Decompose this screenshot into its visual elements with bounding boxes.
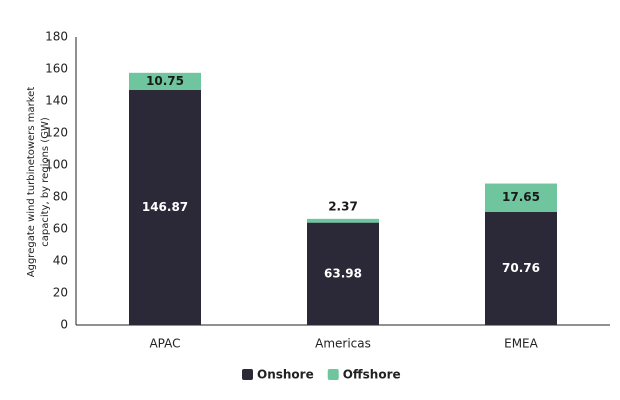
legend-label: Onshore bbox=[257, 368, 314, 382]
x-tick-label: Americas bbox=[315, 337, 371, 351]
bar-segment bbox=[485, 183, 557, 212]
y-tick-label: 40 bbox=[53, 254, 68, 268]
y-axis-title: Aggregate wind turbinetowers market capa… bbox=[26, 87, 51, 278]
y-tick-label: 100 bbox=[45, 158, 68, 172]
y-tick-label: 180 bbox=[45, 30, 68, 44]
y-tick-label: 120 bbox=[45, 126, 68, 140]
y-tick-label: 20 bbox=[53, 286, 68, 300]
y-tick-label: 80 bbox=[53, 190, 68, 204]
y-tick-label: 140 bbox=[45, 94, 68, 108]
x-tick-label: EMEA bbox=[504, 337, 539, 351]
y-axis-title-line: capacity, by regions (GW) bbox=[40, 117, 51, 247]
y-tick-label: 60 bbox=[53, 222, 68, 236]
y-axis-title-line: Aggregate wind turbinetowers market bbox=[26, 87, 37, 278]
data-label: 10.75 bbox=[146, 74, 184, 88]
bar-segment bbox=[129, 90, 201, 326]
bar-segment bbox=[485, 211, 557, 325]
bar-segment bbox=[129, 72, 201, 91]
y-tick-label: 0 bbox=[60, 318, 68, 332]
legend-label: Offshore bbox=[343, 368, 401, 382]
data-label: 17.65 bbox=[502, 190, 540, 204]
x-tick-label: APAC bbox=[149, 337, 180, 351]
data-label: 146.87 bbox=[142, 200, 188, 214]
data-label: 2.37 bbox=[328, 199, 358, 213]
legend-swatch bbox=[242, 369, 253, 380]
y-tick-label: 160 bbox=[45, 62, 68, 76]
bar-segment bbox=[307, 222, 379, 325]
legend-swatch bbox=[327, 369, 339, 380]
data-label: 70.76 bbox=[502, 261, 540, 275]
bar-segment bbox=[307, 218, 379, 223]
data-label: 63.98 bbox=[324, 266, 362, 280]
